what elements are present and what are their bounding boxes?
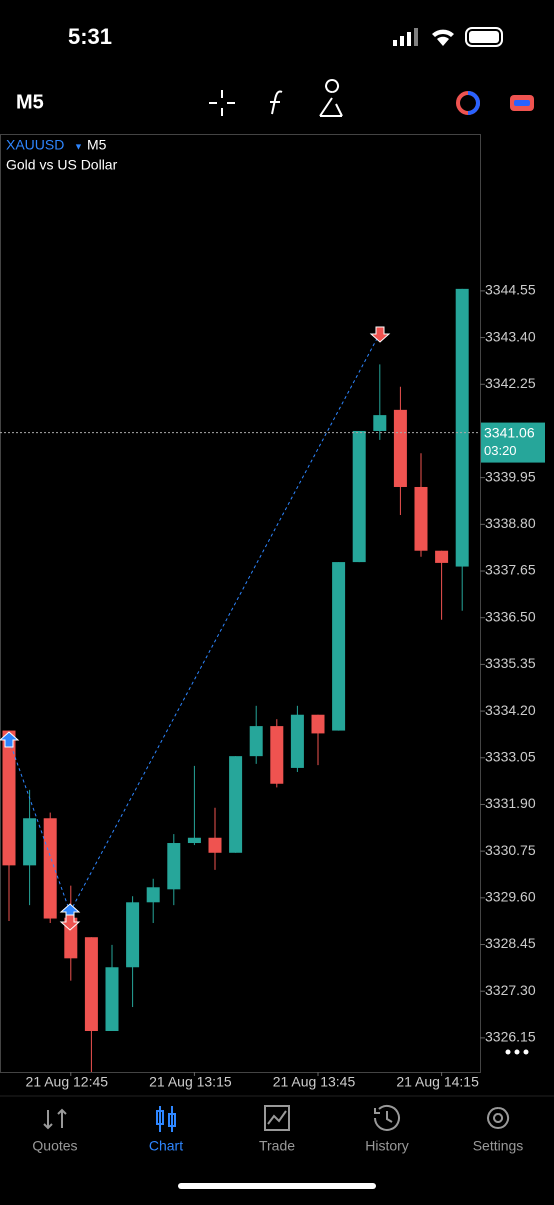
home-indicator [178, 1183, 376, 1189]
y-tick-label: 3342.25 [485, 375, 536, 391]
candle-body [373, 415, 387, 431]
tab-icon[interactable] [487, 1107, 510, 1129]
y-tick-label: 3331.90 [485, 795, 536, 811]
symbol-description: Gold vs US Dollar [6, 157, 118, 173]
tab-label[interactable]: History [365, 1138, 409, 1154]
current-price-box [481, 422, 545, 463]
candle-body [187, 837, 201, 844]
y-tick-label: 3328.45 [485, 935, 536, 951]
candle-body [2, 730, 16, 866]
tab-label[interactable]: Chart [149, 1138, 183, 1154]
y-tick-label: 3326.15 [485, 1029, 536, 1045]
candle-body [270, 726, 284, 784]
candle-body [208, 837, 222, 853]
y-tick-label: 3343.40 [485, 328, 536, 344]
tab-icon[interactable] [156, 1106, 176, 1132]
candle-body [290, 714, 304, 768]
candle-body [393, 409, 407, 487]
candle-body [414, 486, 428, 551]
tab-label[interactable]: Trade [259, 1138, 295, 1154]
candle-body [167, 843, 181, 890]
tab-icon[interactable] [264, 1105, 290, 1131]
y-tick-label: 3330.75 [485, 842, 536, 858]
y-tick-label: 3339.95 [485, 468, 536, 484]
candle-body [126, 902, 140, 968]
candle-body [105, 967, 119, 1031]
more-button[interactable] [505, 1049, 529, 1055]
y-tick-label: 3336.50 [485, 608, 536, 624]
symbol-dropdown[interactable]: ▼ [74, 141, 83, 151]
x-tick-label: 21 Aug 14:15 [396, 1074, 479, 1090]
y-tick-label: 3329.60 [485, 889, 536, 905]
y-tick-label: 3337.65 [485, 562, 536, 578]
status-time: 5:31 [68, 24, 112, 49]
tab-icon[interactable] [43, 1108, 67, 1130]
status-icons [393, 27, 503, 47]
countdown: 03:20 [484, 443, 517, 458]
candle-body [249, 726, 263, 757]
tab-label[interactable]: Quotes [32, 1138, 77, 1154]
current-price-label: 3341.06 [484, 424, 535, 440]
x-tick-label: 21 Aug 13:45 [273, 1074, 356, 1090]
symbol[interactable]: XAUUSD [6, 137, 64, 153]
candle-body [146, 887, 160, 903]
trade-lines [8, 332, 381, 913]
candle-body [23, 818, 37, 866]
y-tick-label: 3338.80 [485, 515, 536, 531]
candle-body [229, 756, 243, 853]
symbol-timeframe: M5 [87, 137, 107, 153]
chart-frame [0, 134, 481, 1073]
x-tick-label: 21 Aug 12:45 [26, 1074, 109, 1090]
trade-arrows [0, 326, 391, 931]
tab-label[interactable]: Settings [473, 1138, 524, 1154]
candle-body [332, 562, 346, 731]
candle-body [352, 430, 366, 563]
candle-body [455, 288, 469, 567]
timeframe-button[interactable]: M5 [16, 91, 44, 113]
candle-body [311, 714, 325, 734]
y-tick-label: 3334.20 [485, 702, 536, 718]
tab-icon[interactable] [374, 1104, 400, 1131]
candle-body [435, 550, 449, 563]
y-tick-label: 3335.35 [485, 655, 536, 671]
y-tick-label: 3327.30 [485, 982, 536, 998]
candle-body [84, 937, 98, 1031]
toolbar-icons[interactable] [209, 79, 534, 117]
y-tick-label: 3333.05 [485, 748, 536, 764]
x-tick-label: 21 Aug 13:15 [149, 1074, 232, 1090]
y-tick-label: 3344.55 [485, 282, 536, 298]
candle-body [43, 818, 57, 919]
